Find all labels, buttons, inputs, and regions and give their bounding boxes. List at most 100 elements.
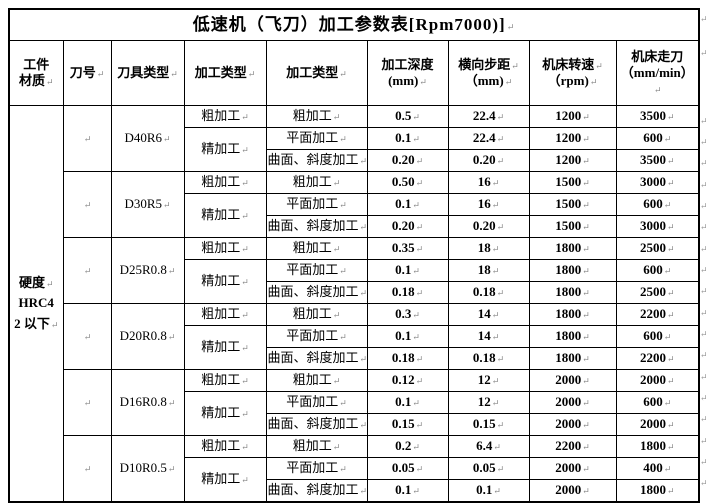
cell-type1[interactable]: 精加工↵ <box>183 193 267 238</box>
cell-depth[interactable]: 0.2↵ <box>366 435 449 458</box>
cell-tool-no[interactable]: ↵ <box>62 105 112 172</box>
col-header-material[interactable]: 工件 材质↵ <box>8 40 64 106</box>
cell-rpm[interactable]: 1800↵ <box>528 325 617 348</box>
cell-feed[interactable]: 2000↵ <box>615 369 700 392</box>
col-header-tool-type[interactable]: 刀具类型↵ <box>110 40 185 106</box>
cell-type2[interactable]: 平面加工↵ <box>265 325 368 348</box>
cell-type1[interactable]: 精加工↵ <box>183 391 267 436</box>
cell-depth[interactable]: 0.18↵ <box>366 281 449 304</box>
cell-rpm[interactable]: 1200↵ <box>528 149 617 172</box>
cell-type1[interactable]: 粗加工↵ <box>183 237 267 260</box>
cell-feed[interactable]: 3000↵ <box>615 215 700 238</box>
cell-feed[interactable]: 600↵ <box>615 193 700 216</box>
cell-type2[interactable]: 曲面、斜度加工↵ <box>265 479 368 503</box>
cell-tool-type[interactable]: D16R0.8↵ <box>110 369 185 436</box>
cell-type2[interactable]: 曲面、斜度加工↵ <box>265 215 368 238</box>
cell-rpm[interactable]: 1500↵ <box>528 193 617 216</box>
cell-stepover[interactable]: 12↵ <box>447 391 530 414</box>
cell-tool-type[interactable]: D30R5↵ <box>110 171 185 238</box>
cell-type1[interactable]: 粗加工↵ <box>183 171 267 194</box>
cell-stepover[interactable]: 0.20↵ <box>447 215 530 238</box>
cell-rpm[interactable]: 1800↵ <box>528 237 617 260</box>
col-header-stepover[interactable]: 横向步距↵ （mm)↵ <box>447 40 530 106</box>
cell-feed[interactable]: 2200↵ <box>615 347 700 370</box>
cell-material[interactable]: 硬度↵ HRC4 2 以下↵ <box>8 105 64 503</box>
col-header-feed-rate[interactable]: 机床走刀 （mm/min）↵ <box>615 40 700 106</box>
cell-feed[interactable]: 3500↵ <box>615 105 700 128</box>
cell-depth[interactable]: 0.20↵ <box>366 149 449 172</box>
cell-type2[interactable]: 曲面、斜度加工↵ <box>265 149 368 172</box>
cell-type1[interactable]: 精加工↵ <box>183 259 267 304</box>
col-header-tool-no[interactable]: 刀号↵ <box>62 40 112 106</box>
cell-rpm[interactable]: 2000↵ <box>528 369 617 392</box>
cell-type1[interactable]: 粗加工↵ <box>183 105 267 128</box>
cell-type2[interactable]: 平面加工↵ <box>265 457 368 480</box>
cell-feed[interactable]: 2500↵ <box>615 237 700 260</box>
cell-type2[interactable]: 平面加工↵ <box>265 259 368 282</box>
cell-stepover[interactable]: 16↵ <box>447 193 530 216</box>
cell-depth[interactable]: 0.1↵ <box>366 127 449 150</box>
cell-tool-no[interactable]: ↵ <box>62 237 112 304</box>
cell-tool-no[interactable]: ↵ <box>62 303 112 370</box>
cell-depth[interactable]: 0.1↵ <box>366 193 449 216</box>
cell-rpm[interactable]: 1200↵ <box>528 105 617 128</box>
cell-type2[interactable]: 曲面、斜度加工↵ <box>265 413 368 436</box>
cell-stepover[interactable]: 0.05↵ <box>447 457 530 480</box>
cell-stepover[interactable]: 14↵ <box>447 325 530 348</box>
cell-stepover[interactable]: 0.15↵ <box>447 413 530 436</box>
cell-feed[interactable]: 1800↵ <box>615 479 700 503</box>
cell-feed[interactable]: 3000↵ <box>615 171 700 194</box>
cell-rpm[interactable]: 1500↵ <box>528 215 617 238</box>
cell-rpm[interactable]: 1800↵ <box>528 303 617 326</box>
cell-type2[interactable]: 平面加工↵ <box>265 193 368 216</box>
cell-type1[interactable]: 精加工↵ <box>183 127 267 172</box>
col-header-spindle-speed[interactable]: 机床转速↵ （rpm)↵ <box>528 40 617 106</box>
cell-feed[interactable]: 600↵ <box>615 391 700 414</box>
col-header-depth[interactable]: 加工深度 (mm)↵ <box>366 40 449 106</box>
cell-rpm[interactable]: 1200↵ <box>528 127 617 150</box>
cell-type1[interactable]: 精加工↵ <box>183 325 267 370</box>
cell-stepover[interactable]: 0.1↵ <box>447 479 530 503</box>
cell-depth[interactable]: 0.3↵ <box>366 303 449 326</box>
cell-tool-type[interactable]: D40R6↵ <box>110 105 185 172</box>
cell-tool-type[interactable]: D10R0.5↵ <box>110 435 185 503</box>
cell-type2[interactable]: 平面加工↵ <box>265 391 368 414</box>
cell-stepover[interactable]: 0.18↵ <box>447 281 530 304</box>
cell-tool-no[interactable]: ↵ <box>62 435 112 503</box>
cell-type2[interactable]: 平面加工↵ <box>265 127 368 150</box>
cell-feed[interactable]: 3500↵ <box>615 149 700 172</box>
cell-type2[interactable]: 曲面、斜度加工↵ <box>265 281 368 304</box>
cell-rpm[interactable]: 1800↵ <box>528 281 617 304</box>
cell-depth[interactable]: 0.1↵ <box>366 325 449 348</box>
cell-rpm[interactable]: 1500↵ <box>528 171 617 194</box>
cell-depth[interactable]: 0.1↵ <box>366 391 449 414</box>
cell-rpm[interactable]: 2200↵ <box>528 435 617 458</box>
cell-stepover[interactable]: 18↵ <box>447 237 530 260</box>
cell-type2[interactable]: 粗加工↵ <box>265 105 368 128</box>
cell-tool-type[interactable]: D25R0.8↵ <box>110 237 185 304</box>
cell-depth[interactable]: 0.18↵ <box>366 347 449 370</box>
cell-depth[interactable]: 0.15↵ <box>366 413 449 436</box>
cell-depth[interactable]: 0.50↵ <box>366 171 449 194</box>
cell-rpm[interactable]: 2000↵ <box>528 479 617 503</box>
cell-stepover[interactable]: 16↵ <box>447 171 530 194</box>
cell-type1[interactable]: 粗加工↵ <box>183 303 267 326</box>
cell-feed[interactable]: 2200↵ <box>615 303 700 326</box>
cell-feed[interactable]: 2000↵ <box>615 413 700 436</box>
cell-type2[interactable]: 粗加工↵ <box>265 171 368 194</box>
cell-type2[interactable]: 粗加工↵ <box>265 237 368 260</box>
cell-stepover[interactable]: 0.18↵ <box>447 347 530 370</box>
col-header-machining-type-2[interactable]: 加工类型↵ <box>265 40 368 106</box>
cell-feed[interactable]: 600↵ <box>615 325 700 348</box>
cell-stepover[interactable]: 12↵ <box>447 369 530 392</box>
cell-tool-no[interactable]: ↵ <box>62 369 112 436</box>
cell-depth[interactable]: 0.12↵ <box>366 369 449 392</box>
cell-tool-no[interactable]: ↵ <box>62 171 112 238</box>
cell-rpm[interactable]: 1800↵ <box>528 259 617 282</box>
col-header-machining-type-1[interactable]: 加工类型↵ <box>183 40 267 106</box>
cell-type1[interactable]: 粗加工↵ <box>183 435 267 458</box>
cell-rpm[interactable]: 2000↵ <box>528 391 617 414</box>
cell-type2[interactable]: 曲面、斜度加工↵ <box>265 347 368 370</box>
cell-depth[interactable]: 0.1↵ <box>366 479 449 503</box>
cell-type2[interactable]: 粗加工↵ <box>265 435 368 458</box>
